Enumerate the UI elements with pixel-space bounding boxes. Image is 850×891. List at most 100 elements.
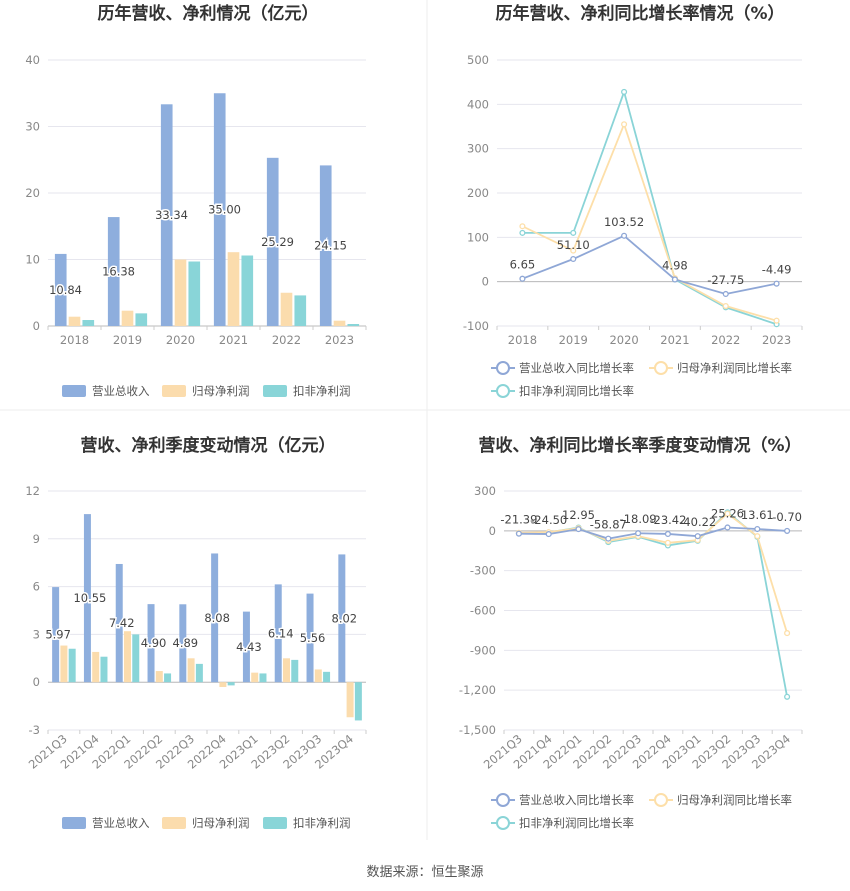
- data-point: [570, 255, 577, 263]
- data-label: -18.09: [620, 512, 657, 526]
- x-tick-label: 2018: [508, 333, 537, 347]
- data-label: -24.50: [530, 513, 567, 527]
- data-label: 10.84: [49, 283, 82, 297]
- legend-item: 归母净利润: [192, 384, 250, 398]
- data-point: [784, 630, 791, 637]
- data-label: 103.52: [604, 215, 644, 229]
- data-point: [575, 526, 582, 533]
- data-label: 6.65: [510, 258, 536, 272]
- bar-revenue: [115, 563, 123, 683]
- legend-item: 扣非净利润同比增长率: [519, 816, 634, 830]
- bar-revenue: [160, 104, 173, 326]
- data-label: 6.14: [268, 626, 294, 640]
- bar-deducted-profit: [354, 682, 362, 721]
- data-label: -27.75: [707, 273, 744, 287]
- data-point: [784, 527, 791, 534]
- bar-revenue: [107, 217, 120, 326]
- legend-item: 归母净利润: [192, 816, 250, 830]
- data-label: -21.39: [500, 513, 537, 527]
- data-point: [621, 232, 628, 239]
- legend-swatch-marker: [496, 361, 510, 375]
- bar-net-profit: [92, 651, 100, 683]
- y-tick-label: -900: [470, 643, 496, 657]
- data-point: [570, 229, 577, 236]
- y-tick-label: 30: [25, 120, 40, 134]
- data-label: 35.00: [208, 203, 241, 217]
- bar-revenue: [213, 93, 226, 326]
- bar-deducted-profit: [68, 648, 76, 683]
- data-point: [664, 539, 671, 546]
- bar-deducted-profit: [164, 673, 172, 683]
- bar-net-profit: [333, 320, 346, 326]
- bar-net-profit: [174, 259, 187, 326]
- bar-net-profit: [219, 682, 227, 687]
- series-line-net-profit-growth: [522, 121, 777, 322]
- legend-item: 扣非净利润: [293, 384, 351, 398]
- legend-swatch-marker: [496, 816, 510, 830]
- y-tick-label: 400: [467, 97, 489, 111]
- data-point: [519, 275, 526, 282]
- y-tick-label: 500: [467, 53, 489, 67]
- y-tick-label: 300: [467, 142, 489, 156]
- legend-swatch: [162, 385, 186, 397]
- data-label: -58.87: [590, 518, 627, 532]
- y-tick-label: 0: [33, 675, 40, 689]
- y-tick-label: 300: [474, 484, 496, 498]
- legend-item: 营业总收入: [92, 816, 150, 830]
- legend-swatch: [62, 385, 86, 397]
- data-label: -40.22: [679, 515, 716, 529]
- chart-title: 历年营收、净利同比增长率情况（%）: [495, 3, 784, 24]
- data-point: [545, 531, 552, 538]
- bar-revenue: [274, 584, 282, 683]
- bar-deducted-profit: [347, 324, 360, 326]
- data-label: 7.42: [109, 616, 135, 630]
- x-tick-label: 2019: [113, 333, 142, 347]
- bar-revenue: [147, 604, 155, 683]
- data-label: 25.29: [261, 235, 294, 249]
- series-line-revenue-growth: [518, 526, 788, 540]
- bar-revenue: [319, 165, 332, 326]
- legend-swatch: [62, 817, 86, 829]
- bar-revenue: [54, 253, 67, 326]
- x-tick-label: 2022: [711, 333, 740, 347]
- y-tick-label: 200: [467, 186, 489, 200]
- data-label: 10.55: [73, 591, 106, 605]
- legend-item: 归母净利润同比增长率: [677, 361, 792, 375]
- y-tick-label: 0: [482, 275, 489, 289]
- data-point: [635, 530, 642, 537]
- bar-net-profit: [121, 310, 134, 326]
- data-point: [519, 229, 526, 236]
- data-point: [515, 530, 522, 537]
- data-label: 4.43: [236, 640, 262, 654]
- bar-revenue: [306, 593, 314, 683]
- bar-deducted-profit: [294, 295, 307, 326]
- data-label: 25.26: [711, 506, 744, 520]
- y-tick-label: 12: [25, 484, 40, 498]
- annual-growth-rate-chart: 历年营收、净利同比增长率情况（%） -100 0 100 200 300 400 500 20…: [463, 3, 803, 398]
- data-label: 8.08: [204, 611, 230, 625]
- x-tick-label: 2022: [272, 333, 301, 347]
- legend-swatch-marker: [654, 361, 668, 375]
- bar-deducted-profit: [323, 671, 331, 683]
- legend-item: 归母净利润同比增长率: [677, 793, 792, 807]
- bar-net-profit: [314, 669, 322, 683]
- y-tick-label: 3: [33, 627, 40, 641]
- data-label: -4.49: [762, 263, 792, 277]
- y-tick-label: 6: [33, 580, 40, 594]
- bar-deducted-profit: [291, 659, 299, 683]
- data-label: 5.56: [300, 631, 326, 645]
- x-tick-label: 2020: [166, 333, 195, 347]
- data-point: [664, 530, 671, 537]
- bar-revenue: [266, 157, 279, 326]
- x-tick-label: 2021: [219, 333, 248, 347]
- legend-item: 营业总收入同比增长率: [519, 793, 634, 807]
- bar-revenue: [179, 604, 187, 683]
- data-point: [605, 535, 612, 542]
- bar-deducted-profit: [241, 255, 254, 326]
- data-label: 24.15: [314, 239, 347, 253]
- x-tick-label: 2018: [60, 333, 89, 347]
- data-label: 13.61: [741, 508, 774, 522]
- y-tick-label: -300: [470, 564, 496, 578]
- data-point: [773, 317, 780, 324]
